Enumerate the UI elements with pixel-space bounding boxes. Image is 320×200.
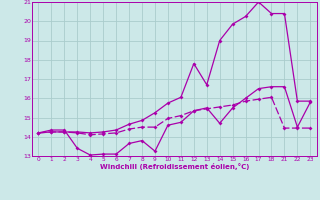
X-axis label: Windchill (Refroidissement éolien,°C): Windchill (Refroidissement éolien,°C): [100, 164, 249, 170]
